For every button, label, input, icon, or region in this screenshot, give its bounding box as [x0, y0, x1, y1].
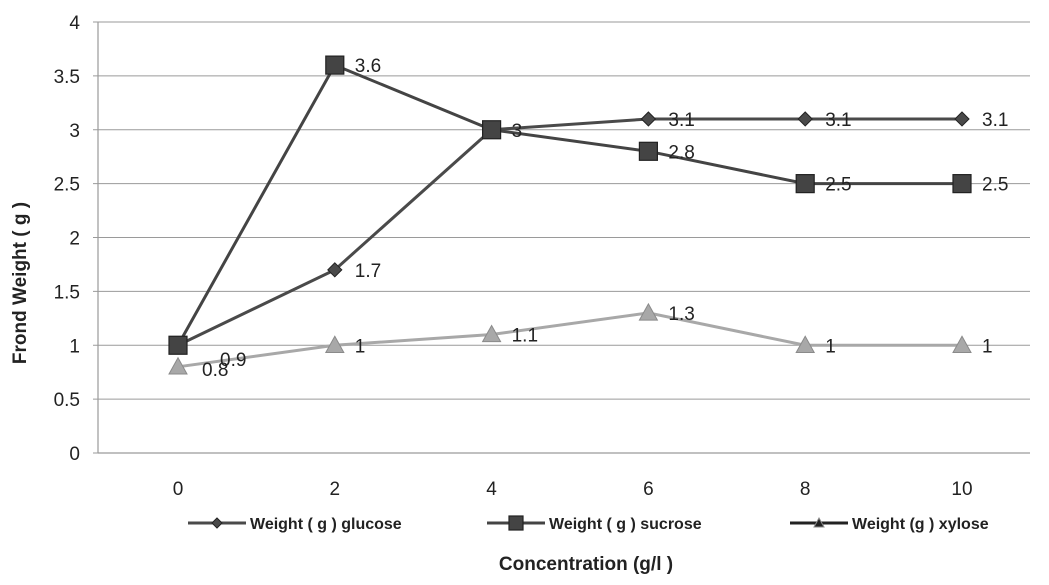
y-tick-label: 0	[69, 444, 80, 465]
legend-item: Weight (g ) xylose	[790, 516, 989, 533]
series-line	[176, 63, 962, 346]
x-tick-label: 2	[330, 479, 341, 500]
legend-item: Weight ( g ) sucrose	[487, 515, 702, 533]
data-labels: 1.7 3 3.1 3.1 3.1 0.9 3.6 2.8 2.5 2.5 0.8 1 1.1 1.3 1 1	[202, 56, 1008, 381]
square-marker	[482, 120, 502, 140]
x-tick-label: 10	[951, 479, 972, 500]
triangle-marker	[324, 335, 345, 353]
data-label: 0.8	[202, 360, 228, 381]
data-label: 2.5	[982, 175, 1008, 196]
legend-label: Weight ( g ) glucose	[250, 516, 402, 533]
square-marker	[508, 515, 524, 531]
gridlines	[93, 21, 1030, 454]
y-tick-label: 4	[69, 13, 80, 34]
data-label: 3.1	[982, 110, 1008, 131]
square-marker	[638, 141, 659, 161]
data-label: 2.5	[825, 175, 851, 196]
data-label: 1.1	[512, 325, 538, 346]
y-tick-label: 1.5	[54, 282, 80, 303]
diamond-marker	[211, 517, 223, 529]
triangle-marker	[813, 516, 825, 528]
data-label: 1	[355, 336, 366, 357]
diamond-marker	[640, 111, 657, 127]
y-axis-title: Frond Weight ( g )	[10, 202, 31, 364]
square-marker	[795, 174, 815, 194]
x-axis-title: Concentration (g/l )	[499, 554, 673, 575]
triangle-marker	[638, 302, 659, 321]
x-tick-label: 6	[643, 479, 654, 500]
x-axis-ticks: 0 2 4 6 8 10	[173, 479, 973, 500]
triangle-marker	[952, 335, 972, 353]
series-triangle	[168, 302, 972, 375]
y-tick-label: 0.5	[54, 390, 80, 411]
diamond-marker	[327, 262, 343, 278]
x-tick-label: 4	[486, 479, 497, 500]
y-tick-label: 3	[69, 121, 80, 142]
series-layer	[168, 55, 972, 375]
legend-label: Weight (g ) xylose	[852, 516, 989, 533]
y-tick-label: 3.5	[54, 67, 80, 88]
triangle-marker	[795, 335, 816, 353]
y-tick-label: 1	[69, 336, 80, 357]
data-label: 3.1	[825, 110, 851, 131]
data-label: 1.7	[355, 261, 381, 282]
diamond-marker	[954, 111, 970, 127]
data-label: 1	[982, 336, 993, 357]
series-square	[168, 55, 972, 355]
data-label: 2.8	[668, 142, 694, 163]
data-label: 1	[825, 336, 836, 357]
series-line	[177, 117, 962, 347]
data-label: 3.1	[668, 110, 694, 131]
x-tick-label: 8	[800, 479, 811, 500]
triangle-marker	[481, 324, 502, 343]
series-diamond	[170, 111, 970, 353]
square-marker	[325, 55, 345, 75]
legend-item: Weight ( g ) glucose	[188, 516, 402, 533]
y-tick-label: 2.5	[54, 175, 80, 196]
y-tick-label: 2	[69, 229, 80, 250]
data-label: 3.6	[355, 56, 381, 77]
data-label: 1.3	[668, 304, 694, 325]
square-marker	[952, 174, 972, 194]
diamond-marker	[797, 111, 813, 127]
x-tick-label: 0	[173, 479, 184, 500]
legend: Weight ( g ) glucose Weight ( g ) sucrose…	[188, 515, 989, 533]
legend-label: Weight ( g ) sucrose	[549, 516, 702, 533]
triangle-marker	[168, 356, 188, 375]
series-line	[177, 311, 962, 369]
data-label: 3	[512, 121, 523, 142]
y-axis-ticks: 0 0.5 1 1.5 2 2.5 3 3.5 4	[54, 13, 81, 465]
square-marker	[168, 335, 188, 355]
data-label: 0.9	[220, 350, 246, 371]
